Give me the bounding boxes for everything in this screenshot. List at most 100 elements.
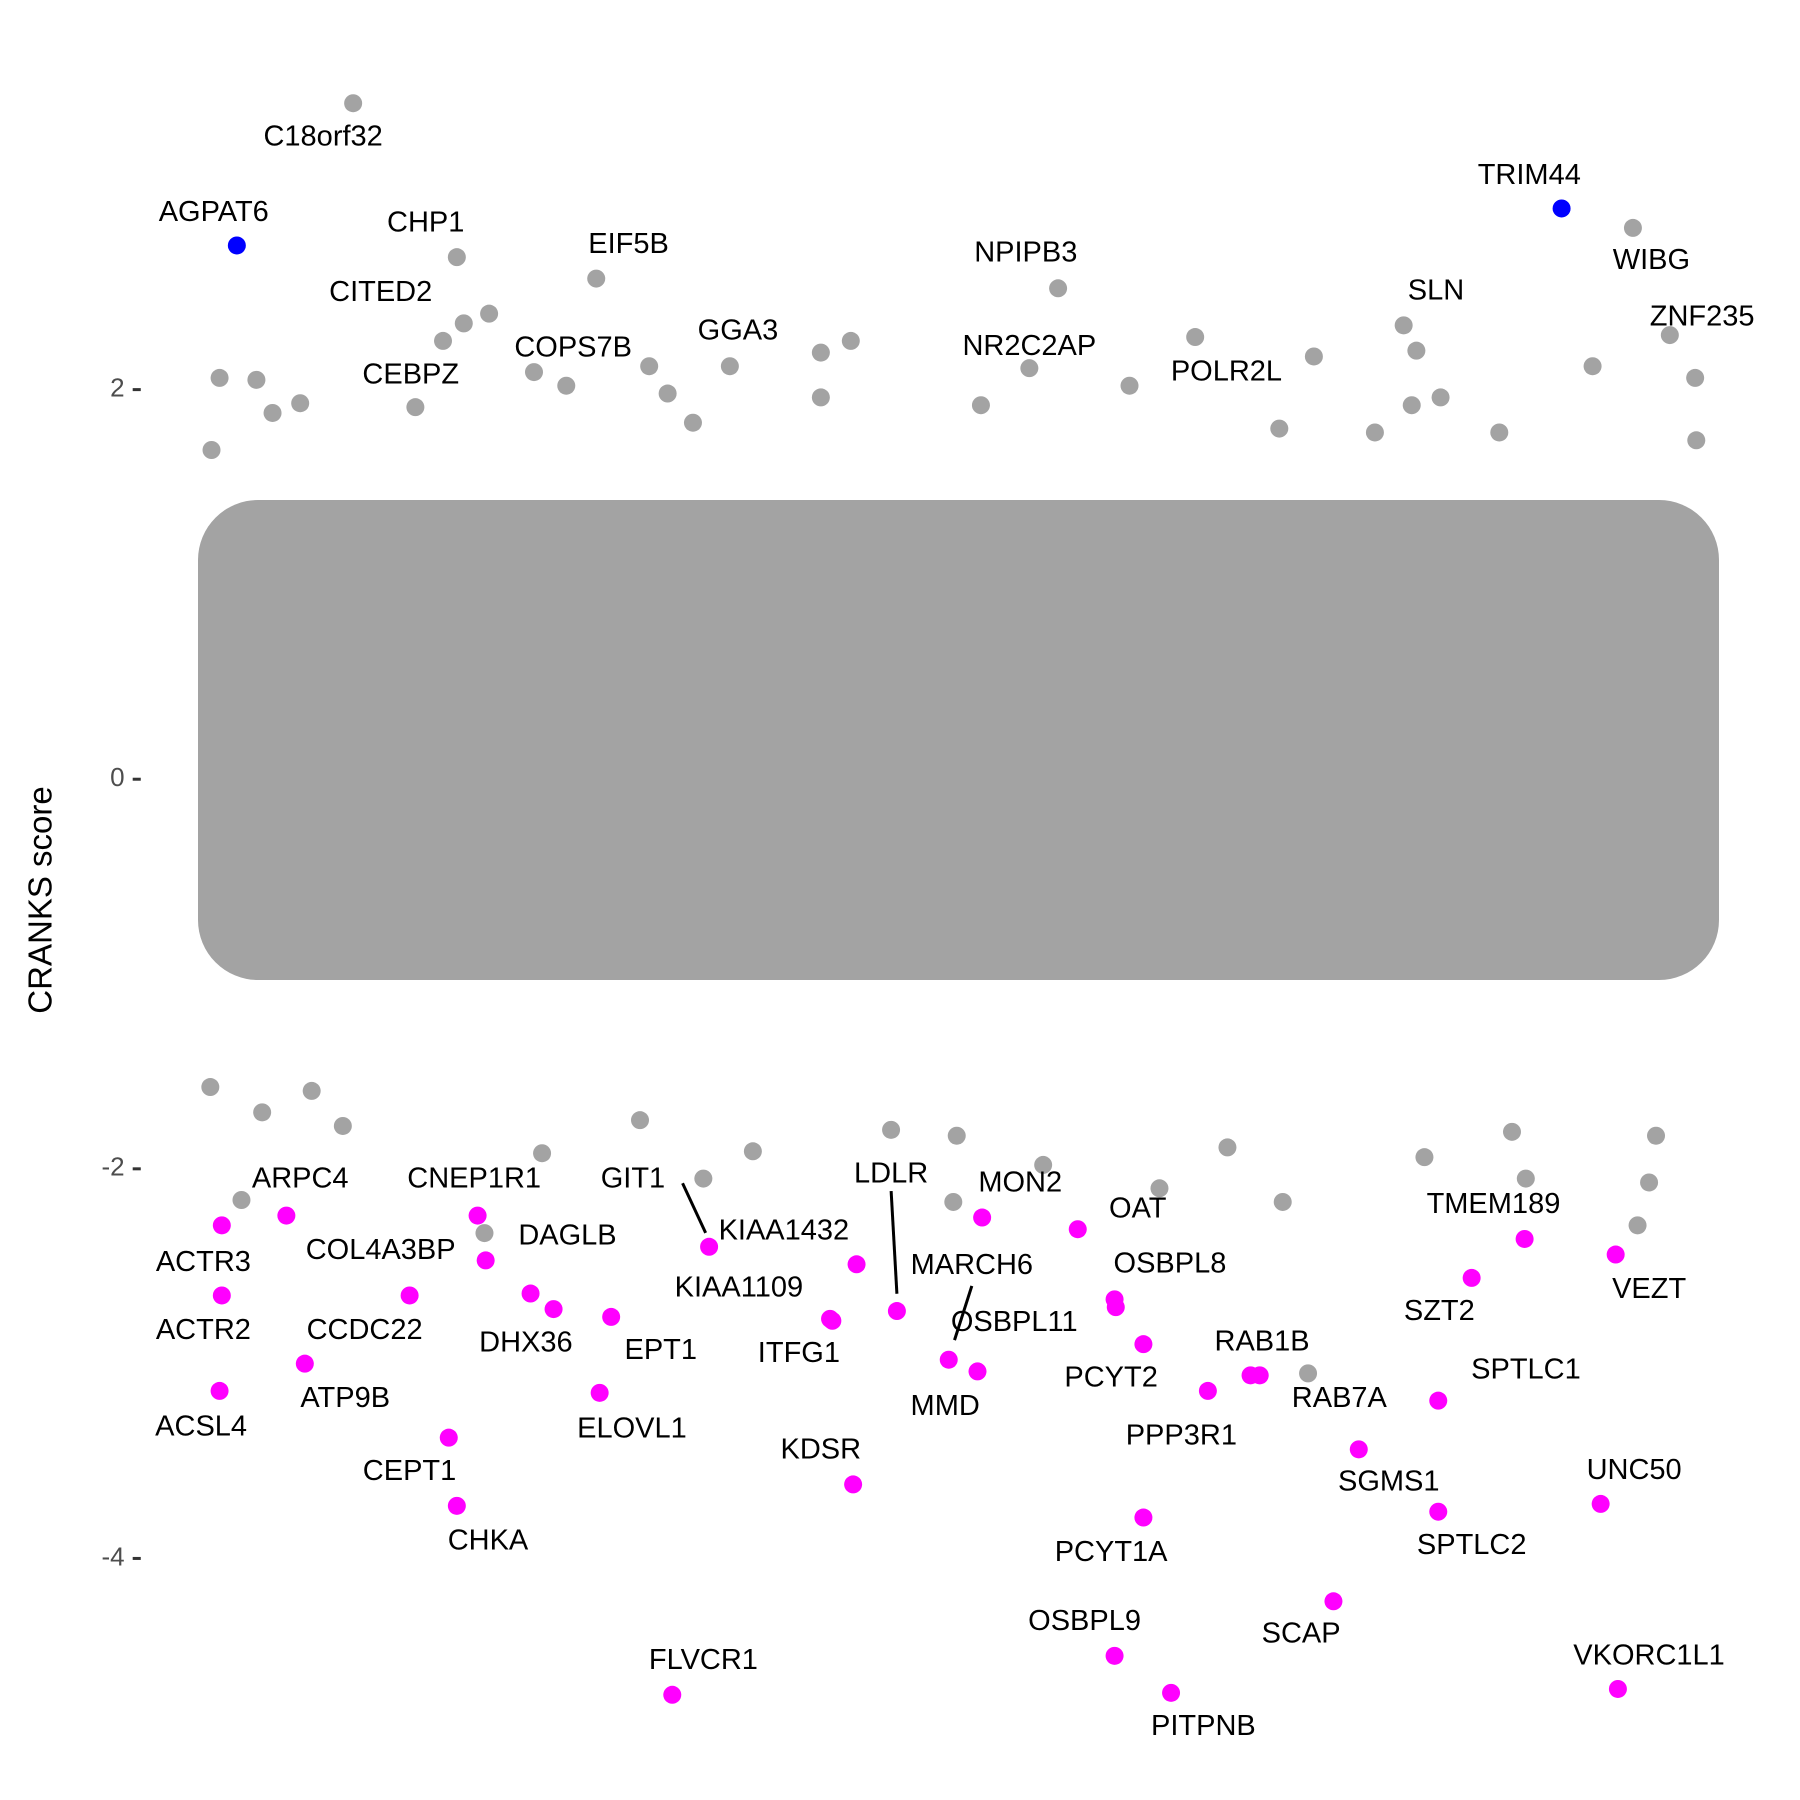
point-label: UNC50	[1587, 1454, 1682, 1486]
point-label: OSBPL11	[951, 1306, 1078, 1338]
point-label: DAGLB	[518, 1220, 616, 1252]
point	[1462, 1268, 1481, 1287]
point	[658, 384, 677, 403]
point	[291, 394, 310, 413]
y-tick-label: -2	[101, 1152, 124, 1182]
point	[1365, 423, 1384, 442]
y-tick-label: 2	[110, 372, 124, 402]
point	[1304, 347, 1323, 366]
point	[743, 1142, 762, 1161]
point	[720, 357, 739, 376]
point	[1591, 1494, 1610, 1513]
point	[1020, 359, 1039, 378]
point-label: TRIM44	[1478, 159, 1581, 191]
point	[971, 396, 990, 415]
point	[1270, 419, 1289, 438]
y-axis-label: CRANKS score	[22, 786, 59, 1013]
point	[847, 1255, 866, 1274]
point	[1623, 218, 1642, 237]
point	[1134, 1335, 1153, 1354]
point	[480, 304, 499, 323]
point-label: COPS7B	[514, 331, 632, 363]
point-label: CHKA	[448, 1524, 529, 1556]
point	[1647, 1126, 1666, 1145]
point-label: SPTLC1	[1471, 1353, 1581, 1385]
point	[210, 368, 229, 387]
point	[663, 1685, 682, 1704]
point	[1402, 396, 1421, 415]
point	[557, 376, 576, 395]
point	[253, 1103, 272, 1122]
point	[640, 357, 659, 376]
point	[1429, 1391, 1448, 1410]
point	[968, 1362, 987, 1381]
point	[1105, 1290, 1124, 1309]
point-label: ELOVL1	[577, 1412, 687, 1444]
point	[434, 331, 453, 350]
point	[811, 388, 830, 407]
point-label: WIBG	[1613, 244, 1690, 276]
point-label: PCYT2	[1064, 1361, 1157, 1393]
point	[1349, 1440, 1368, 1459]
point-label: CCDC22	[307, 1314, 423, 1346]
point-label: GIT1	[601, 1162, 665, 1194]
point-label: CHP1	[387, 206, 464, 238]
point	[947, 1126, 966, 1145]
point	[544, 1300, 563, 1319]
point-label: SLN	[1408, 275, 1464, 307]
point	[1490, 423, 1509, 442]
point	[1431, 388, 1450, 407]
point	[811, 343, 830, 362]
point	[1134, 1508, 1153, 1527]
point	[447, 248, 466, 267]
point-label: KDSR	[781, 1434, 862, 1466]
point	[202, 441, 221, 459]
point	[1640, 1173, 1659, 1192]
point	[227, 236, 246, 255]
point	[447, 1496, 466, 1515]
point-label: PITPNB	[1151, 1710, 1256, 1742]
point-label: LDLR	[854, 1158, 928, 1190]
point-label: TMEM189	[1427, 1188, 1561, 1220]
point	[823, 1311, 842, 1330]
point	[939, 1350, 958, 1369]
point	[841, 331, 860, 350]
point-label: MARCH6	[911, 1249, 1033, 1281]
point-label: NR2C2AP	[962, 330, 1096, 362]
leader-line	[681, 1182, 707, 1234]
point-label: C18orf32	[263, 121, 382, 153]
point-label: ACSL4	[155, 1410, 247, 1442]
point-label: ITFG1	[758, 1337, 840, 1369]
point	[1250, 1366, 1269, 1385]
point-label: NPIPB3	[974, 236, 1077, 268]
point	[212, 1216, 231, 1235]
point	[1105, 1646, 1124, 1665]
point-label: ARPC4	[252, 1162, 349, 1194]
point-label: POLR2L	[1171, 356, 1282, 388]
point	[1583, 357, 1602, 376]
point	[1068, 1220, 1087, 1239]
point-label: ZNF235	[1650, 300, 1755, 332]
point-label: KIAA1109	[675, 1271, 803, 1303]
point-label: SGMS1	[1338, 1465, 1440, 1497]
point	[468, 1206, 487, 1225]
point	[247, 370, 266, 389]
point-label: PCYT1A	[1055, 1536, 1168, 1568]
point	[525, 363, 543, 382]
point-label: GGA3	[698, 314, 779, 346]
point	[344, 94, 363, 113]
point	[590, 1383, 609, 1402]
point-label: FLVCR1	[649, 1644, 758, 1676]
point-label: MMD	[911, 1390, 980, 1422]
point	[1686, 368, 1705, 387]
point-label: KIAA1432	[719, 1215, 850, 1247]
point-label: CEPT1	[363, 1455, 456, 1487]
point-label: EPT1	[625, 1334, 698, 1366]
point	[683, 413, 702, 432]
point	[882, 1120, 901, 1139]
point-label: SCAP	[1262, 1617, 1341, 1649]
point	[232, 1191, 251, 1209]
point	[533, 1144, 552, 1163]
point	[406, 398, 425, 417]
point	[1198, 1381, 1217, 1400]
